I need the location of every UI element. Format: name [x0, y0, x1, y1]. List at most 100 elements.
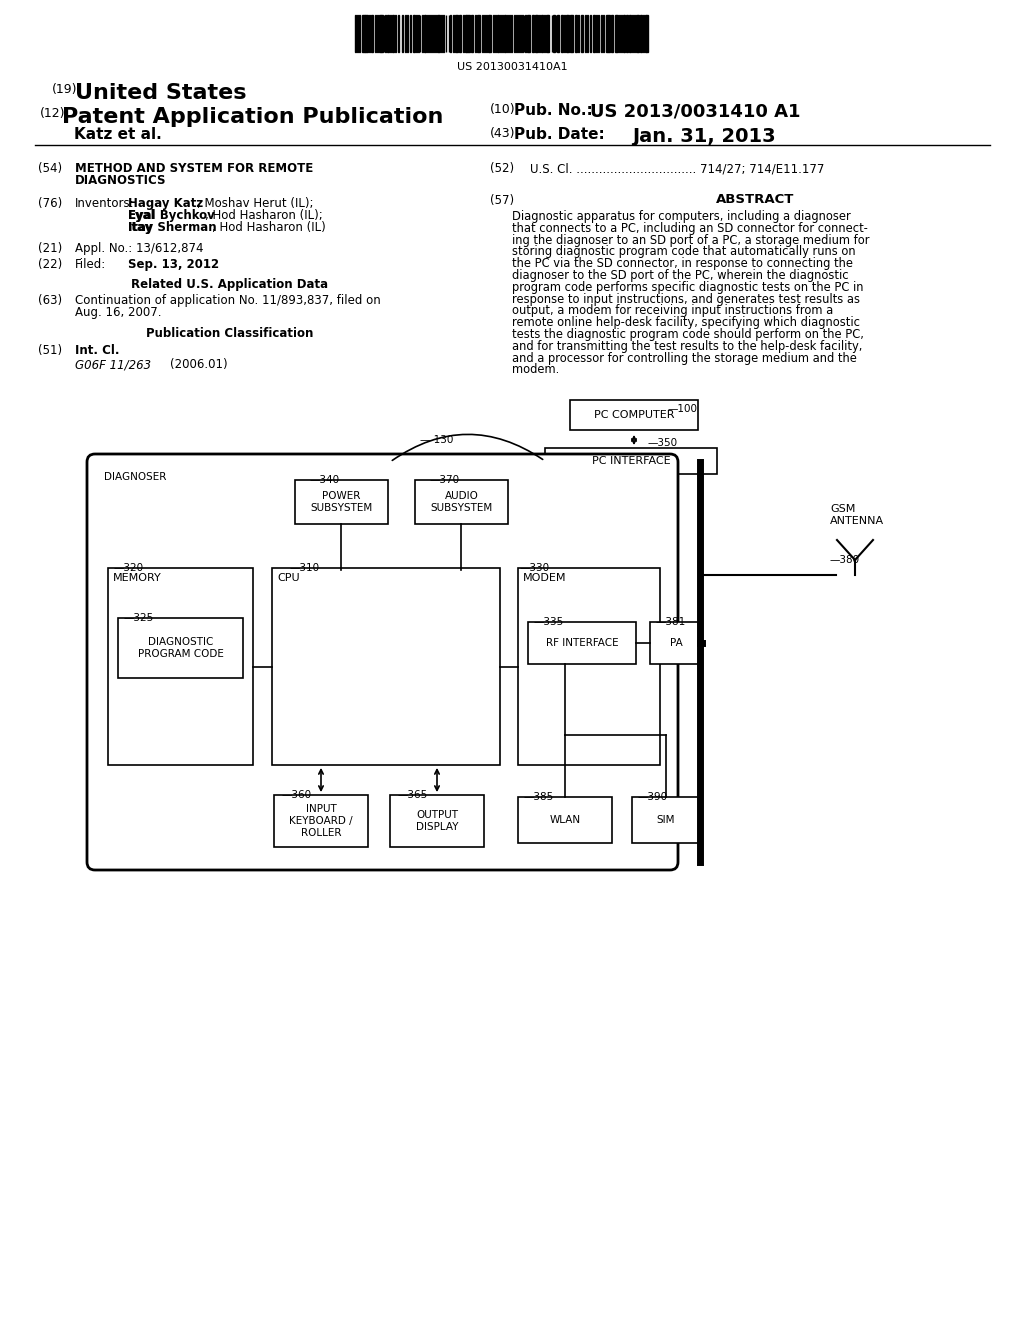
Text: —340: —340: [310, 475, 340, 484]
Text: — 130: — 130: [420, 436, 454, 445]
Text: Hagay Katz: Hagay Katz: [128, 197, 203, 210]
Text: —100: —100: [668, 404, 698, 414]
Bar: [625, 15, 626, 51]
Text: Appl. No.: 13/612,874: Appl. No.: 13/612,874: [75, 242, 204, 255]
Bar: [407, 15, 409, 51]
Bar: [553, 15, 555, 51]
Bar: [545, 447, 717, 474]
Text: response to input instructions, and generates test results as: response to input instructions, and gene…: [512, 293, 860, 306]
Text: (63): (63): [38, 294, 62, 308]
Text: —350: —350: [648, 438, 678, 447]
Bar: [630, 15, 631, 51]
Bar: [518, 797, 612, 843]
Text: Filed:: Filed:: [75, 257, 106, 271]
Bar: [500, 15, 502, 51]
Text: G06F 11/263: G06F 11/263: [75, 358, 152, 371]
Bar: [636, 15, 638, 51]
Text: diagnoser to the SD port of the PC, wherein the diagnostic: diagnoser to the SD port of the PC, wher…: [512, 269, 849, 282]
Text: INPUT
KEYBOARD /
ROLLER: INPUT KEYBOARD / ROLLER: [289, 804, 353, 838]
Text: DIAGNOSER: DIAGNOSER: [104, 473, 166, 482]
Bar: [295, 480, 388, 524]
Text: DIAGNOSTIC
PROGRAM CODE: DIAGNOSTIC PROGRAM CODE: [137, 638, 223, 659]
Text: MODEM: MODEM: [523, 573, 566, 583]
Bar: [632, 15, 633, 51]
Text: ABSTRACT: ABSTRACT: [716, 193, 795, 206]
Bar: [475, 15, 476, 51]
Bar: [537, 15, 538, 51]
Bar: [427, 15, 428, 51]
Bar: [483, 15, 484, 51]
Text: —390: —390: [638, 792, 668, 803]
Text: DIAGNOSTICS: DIAGNOSTICS: [75, 174, 167, 187]
Bar: [606, 15, 609, 51]
Bar: [435, 15, 436, 51]
Text: Itay Sherman: Itay Sherman: [128, 220, 217, 234]
Text: (10): (10): [490, 103, 516, 116]
Text: —330: —330: [520, 564, 550, 573]
Bar: [392, 15, 394, 51]
Text: Sep. 13, 2012: Sep. 13, 2012: [128, 257, 219, 271]
Text: —380: —380: [830, 554, 860, 565]
Text: WLAN: WLAN: [550, 814, 581, 825]
Bar: [418, 15, 419, 51]
Bar: [497, 15, 500, 51]
Text: (19): (19): [52, 83, 78, 96]
Bar: [471, 15, 473, 51]
Text: (52): (52): [490, 162, 514, 176]
Text: —370: —370: [430, 475, 460, 484]
Text: U.S. Cl. ................................ 714/27; 714/E11.177: U.S. Cl. ...............................…: [530, 162, 824, 176]
Text: RF INTERFACE: RF INTERFACE: [546, 638, 618, 648]
Bar: [485, 15, 487, 51]
Bar: [274, 795, 368, 847]
Bar: [542, 15, 543, 51]
Text: Katz et al.: Katz et al.: [74, 127, 162, 143]
Bar: [381, 15, 383, 51]
Text: —385: —385: [523, 792, 553, 803]
Text: (76): (76): [38, 197, 62, 210]
Bar: [422, 15, 423, 51]
Text: Related U.S. Application Data: Related U.S. Application Data: [131, 279, 329, 290]
Text: —320: —320: [113, 564, 143, 573]
Text: OUTPUT
DISPLAY: OUTPUT DISPLAY: [416, 810, 459, 832]
Bar: [433, 15, 434, 51]
Text: output, a modem for receiving input instructions from a: output, a modem for receiving input inst…: [512, 305, 834, 317]
Bar: [622, 15, 623, 51]
Bar: [362, 15, 365, 51]
Bar: [581, 15, 584, 51]
Text: (12): (12): [40, 107, 66, 120]
Bar: [565, 15, 567, 51]
Bar: [440, 15, 442, 51]
Bar: [594, 15, 595, 51]
Text: (57): (57): [490, 194, 514, 207]
Text: that connects to a PC, including an SD connector for connect-: that connects to a PC, including an SD c…: [512, 222, 868, 235]
Bar: [557, 15, 559, 51]
Bar: [371, 15, 374, 51]
Text: (51): (51): [38, 345, 62, 356]
Text: Eyal Bychkov: Eyal Bychkov: [128, 209, 215, 222]
Bar: [603, 15, 604, 51]
Text: program code performs specific diagnostic tests on the PC in: program code performs specific diagnosti…: [512, 281, 863, 294]
Text: —365: —365: [398, 789, 428, 800]
Bar: [640, 15, 642, 51]
Text: remote online help-desk facility, specifying which diagnostic: remote online help-desk facility, specif…: [512, 317, 860, 329]
Text: —381: —381: [655, 616, 685, 627]
Text: GSM
ANTENNA: GSM ANTENNA: [830, 504, 884, 525]
Text: POWER
SUBSYSTEM: POWER SUBSYSTEM: [310, 491, 373, 512]
Text: , Hod Hasharon (IL): , Hod Hasharon (IL): [212, 220, 326, 234]
Bar: [528, 622, 636, 664]
Bar: [601, 15, 602, 51]
Text: Pub. Date:: Pub. Date:: [514, 127, 605, 143]
Bar: [575, 15, 577, 51]
Text: —310: —310: [290, 564, 321, 573]
Text: Jan. 31, 2013: Jan. 31, 2013: [632, 127, 775, 147]
Bar: [596, 15, 597, 51]
Bar: [377, 15, 378, 51]
Text: Int. Cl.: Int. Cl.: [75, 345, 120, 356]
Bar: [477, 15, 479, 51]
Bar: [518, 15, 519, 51]
Text: PC COMPUTER: PC COMPUTER: [594, 411, 674, 420]
Bar: [616, 15, 618, 51]
Bar: [520, 15, 521, 51]
Bar: [548, 15, 550, 51]
Bar: [643, 15, 644, 51]
